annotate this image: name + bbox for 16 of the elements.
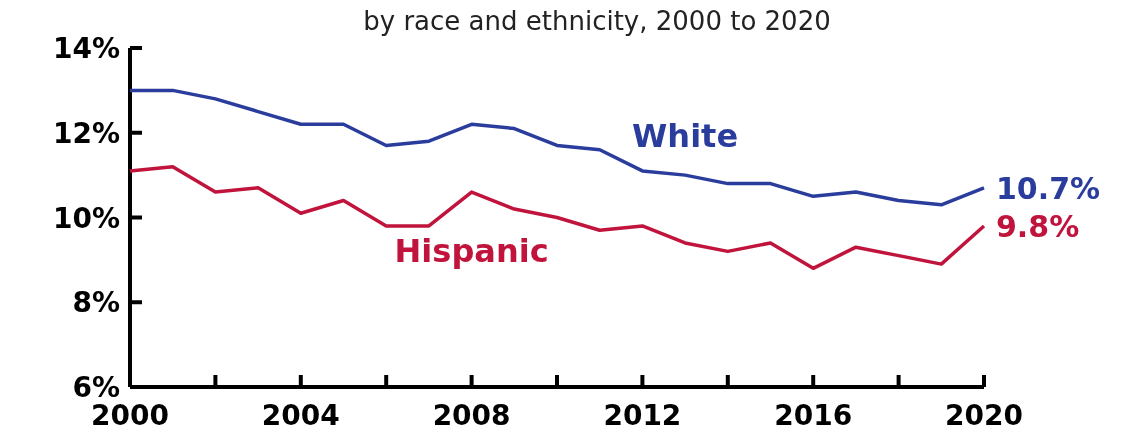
x-tick-label: 2016 [774, 399, 853, 432]
line-series [128, 88, 986, 207]
y-tick-label: 8% [72, 286, 120, 320]
chart-title: by race and ethnicity, 2000 to 2020 [363, 6, 831, 36]
data-label: 10.7% [996, 170, 1101, 206]
x-tick-label: 2008 [432, 399, 511, 432]
x-tick-label: 2004 [261, 399, 340, 432]
line-series [128, 164, 986, 271]
y-tick-label: 12% [52, 116, 120, 150]
data-label: 9.8% [996, 208, 1080, 244]
y-tick-label: 14% [52, 32, 120, 65]
series-label: White [632, 117, 739, 156]
y-tick-label: 10% [52, 201, 120, 235]
x-tick-label: 2020 [945, 399, 1023, 432]
series-label: Hispanic [394, 232, 549, 271]
x-tick-label: 2012 [603, 399, 682, 432]
